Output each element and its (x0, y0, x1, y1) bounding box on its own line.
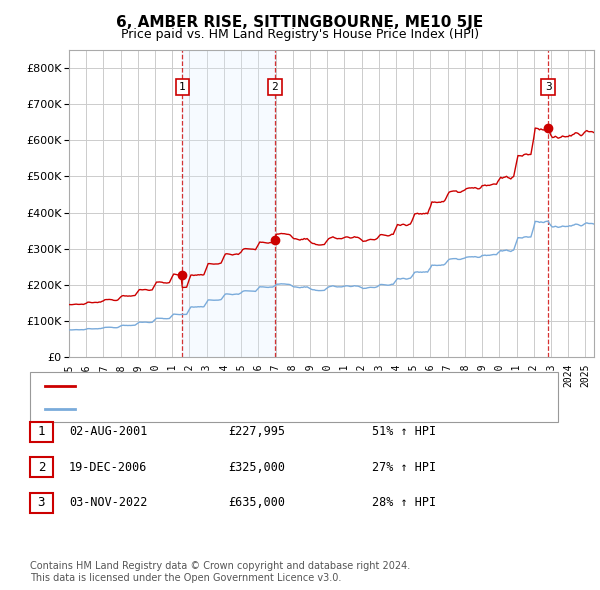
Text: £227,995: £227,995 (228, 425, 285, 438)
Text: 1: 1 (179, 82, 185, 92)
Text: 1: 1 (38, 425, 45, 438)
Text: 28% ↑ HPI: 28% ↑ HPI (372, 496, 436, 509)
Text: 3: 3 (545, 82, 551, 92)
Text: 3: 3 (38, 496, 45, 509)
Text: 6, AMBER RISE, SITTINGBOURNE, ME10 5JE: 6, AMBER RISE, SITTINGBOURNE, ME10 5JE (116, 15, 484, 30)
Text: 2: 2 (272, 82, 278, 92)
Text: 2: 2 (38, 461, 45, 474)
Text: 51% ↑ HPI: 51% ↑ HPI (372, 425, 436, 438)
Text: Contains HM Land Registry data © Crown copyright and database right 2024.
This d: Contains HM Land Registry data © Crown c… (30, 561, 410, 583)
Text: HPI: Average price, detached house, Swale: HPI: Average price, detached house, Swal… (82, 404, 322, 414)
Text: 27% ↑ HPI: 27% ↑ HPI (372, 461, 436, 474)
Text: 02-AUG-2001: 02-AUG-2001 (69, 425, 148, 438)
Text: 6, AMBER RISE, SITTINGBOURNE, ME10 5JE (detached house): 6, AMBER RISE, SITTINGBOURNE, ME10 5JE (… (82, 381, 423, 391)
Text: 19-DEC-2006: 19-DEC-2006 (69, 461, 148, 474)
Text: £325,000: £325,000 (228, 461, 285, 474)
Bar (182, 50, 275, 357)
Text: Price paid vs. HM Land Registry's House Price Index (HPI): Price paid vs. HM Land Registry's House … (121, 28, 479, 41)
Text: 03-NOV-2022: 03-NOV-2022 (69, 496, 148, 509)
Text: £635,000: £635,000 (228, 496, 285, 509)
